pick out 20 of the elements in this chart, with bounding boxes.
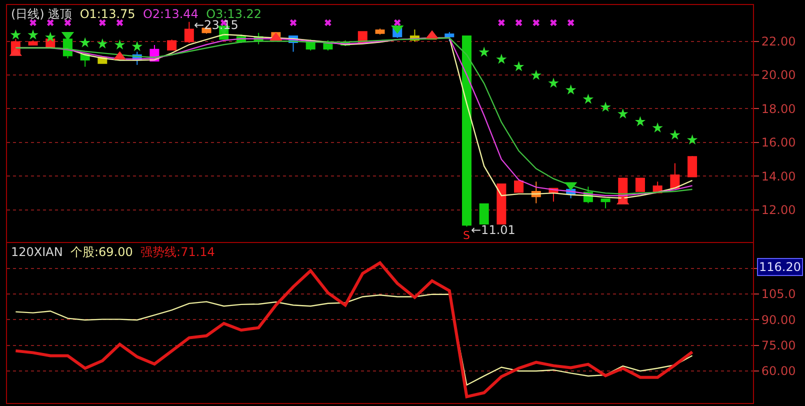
y-tick-label: 75.00 [761,338,796,353]
y-tick-label: 60.00 [761,364,796,378]
text: 强势线:71.14 [140,245,215,259]
y-tick-label: 20.00 [761,68,796,82]
text: 个股:69.00 [70,245,133,259]
y-tick-label: 18.00 [761,102,796,116]
y-tick-label: 14.00 [761,169,796,184]
series-label: O3:13.22 [206,7,262,21]
annotation: ←11.01 [471,223,516,237]
text: O2:13.44 [142,7,198,21]
annotation: S [463,229,470,242]
y-tick-label: 105.0 [761,287,796,302]
text: O1:13.75 [80,7,136,21]
y-tick-label: 16.00 [761,136,796,150]
y-tick-label: 12.00 [761,203,796,218]
y-tick-label: 90.00 [761,312,796,327]
chart-title: (日线) 逃顶 [11,7,72,21]
y-tick-label: 22.00 [761,34,796,48]
chart-title: 120XIAN [11,245,63,259]
text: 116.20 [759,260,801,274]
